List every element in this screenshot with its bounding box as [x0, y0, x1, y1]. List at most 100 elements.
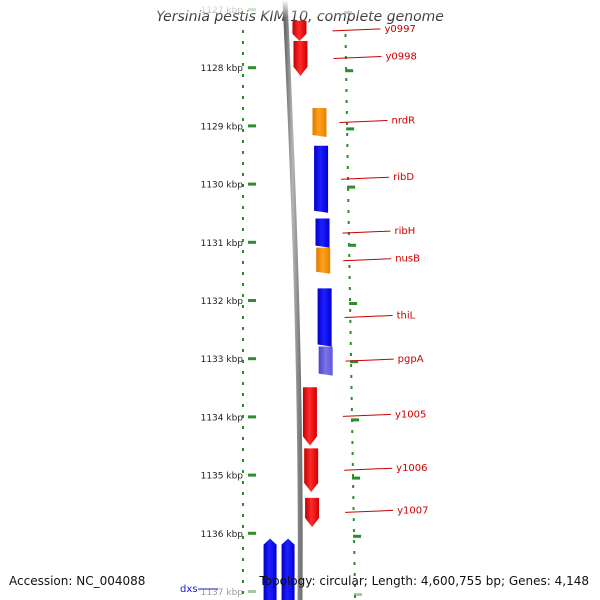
guide-dot — [353, 584, 356, 587]
guide-dot — [242, 316, 244, 319]
guide-dot — [242, 470, 244, 473]
guide-dot — [351, 452, 354, 455]
gene-label-leader — [345, 509, 394, 513]
guide-dot — [347, 199, 350, 202]
guide-dot — [348, 265, 351, 268]
ruler-tick — [248, 240, 256, 244]
gene-label-leader — [343, 258, 392, 262]
guide-dot — [353, 551, 356, 554]
genome-backbone — [282, 0, 303, 600]
gene-label-nusB[interactable]: nusB — [395, 254, 420, 265]
gene-label-ribD[interactable]: ribD — [393, 172, 414, 183]
ruler-tick-right — [352, 476, 361, 480]
guide-dot — [242, 580, 244, 583]
gene-dxs[interactable] — [263, 538, 277, 600]
gene-thiL[interactable] — [317, 288, 332, 347]
ruler-tick-label: 1128 kbp — [201, 64, 244, 74]
guide-dot — [350, 375, 353, 378]
gene-y0998[interactable] — [293, 41, 308, 76]
guide-dot — [242, 272, 244, 275]
guide-dot — [345, 67, 348, 70]
guide-dot — [351, 430, 354, 433]
ruler-tick — [248, 124, 256, 128]
gene-label-nrdR[interactable]: nrdR — [391, 115, 415, 126]
guide-dot — [347, 188, 350, 191]
genome-summary: Topology: circular; Length: 4,600,755 bp… — [259, 574, 589, 588]
gene-label-leader — [342, 413, 391, 417]
ruler-tick-right — [350, 360, 359, 364]
guide-dot — [242, 206, 244, 209]
guide-dot — [349, 353, 352, 356]
guide-dot — [345, 111, 348, 114]
gene-y1005[interactable] — [302, 387, 317, 446]
guide-dot — [242, 360, 244, 363]
guide-dot — [352, 485, 355, 488]
guide-dot — [242, 162, 244, 165]
guide-dot — [351, 463, 354, 466]
guide-dot — [348, 276, 351, 279]
guide-dot — [242, 547, 244, 550]
gene-ribD[interactable] — [314, 145, 329, 213]
guide-dot — [346, 144, 349, 147]
gene-label-y1007[interactable]: y1007 — [397, 505, 428, 516]
guide-dot — [352, 496, 355, 499]
ruler-tick-label: 1130 kbp — [201, 181, 244, 191]
guide-dot — [242, 426, 244, 429]
ruler-tick-right — [353, 534, 362, 538]
gene-label-leader — [339, 119, 388, 123]
gene-label-pgpA[interactable]: pgpA — [398, 354, 424, 365]
guide-dot — [242, 85, 244, 88]
gene-nusB[interactable] — [316, 247, 331, 274]
ruler-tick — [248, 357, 256, 361]
gene-ribH[interactable] — [315, 218, 330, 248]
guide-dot — [242, 459, 244, 462]
gene-y1006[interactable] — [304, 448, 319, 493]
gene-dxs-b[interactable] — [281, 538, 295, 600]
ruler-tick-label: 1132 kbp — [201, 297, 244, 307]
guide-dot — [242, 514, 244, 517]
guide-dot — [242, 437, 244, 440]
gene-nrdR[interactable] — [312, 107, 327, 138]
gene-label-thiL[interactable]: thiL — [397, 310, 416, 321]
gene-y1007[interactable] — [305, 497, 320, 527]
guide-dot — [347, 232, 350, 235]
guide-dot — [242, 30, 244, 33]
gene-pgpA[interactable] — [318, 346, 333, 376]
guide-dot — [242, 327, 244, 330]
gene-label-leader — [341, 176, 390, 180]
guide-dot — [242, 261, 244, 264]
guide-dot — [348, 254, 351, 257]
guide-dot — [353, 540, 356, 543]
guide-dot — [348, 287, 351, 290]
gene-label-y1006[interactable]: y1006 — [396, 463, 427, 474]
guide-dot — [242, 481, 244, 484]
ruler-tick — [248, 590, 256, 593]
gene-label-leader — [332, 28, 381, 32]
gene-y0997[interactable] — [292, 20, 307, 42]
gene-label-y1005[interactable]: y1005 — [395, 409, 426, 420]
guide-dot — [346, 166, 349, 169]
gene-label-dxs[interactable]: dxs — [180, 584, 197, 595]
gene-features — [263, 20, 333, 600]
dotted-guides — [242, 30, 357, 598]
guide-dot — [242, 338, 244, 341]
ruler-tick-right — [349, 302, 358, 305]
guide-dot — [242, 63, 244, 66]
guide-dot — [352, 507, 355, 510]
guide-dot — [346, 122, 349, 125]
accession-text: Accession: NC_004088 — [9, 574, 146, 588]
guide-dot — [345, 78, 348, 81]
guide-dot — [242, 107, 244, 110]
guide-dot — [347, 210, 350, 213]
guide-dot — [242, 184, 244, 187]
gene-label-y0998[interactable]: y0998 — [385, 51, 416, 62]
ruler-tick — [248, 473, 256, 477]
guide-dot — [242, 525, 244, 528]
ruler-tick — [248, 299, 256, 302]
guide-dot — [344, 34, 347, 37]
ruler-tick — [248, 531, 256, 535]
gene-label-ribH[interactable]: ribH — [395, 226, 416, 237]
gene-label-y0997[interactable]: y0997 — [384, 24, 415, 35]
guide-dot — [347, 221, 350, 224]
